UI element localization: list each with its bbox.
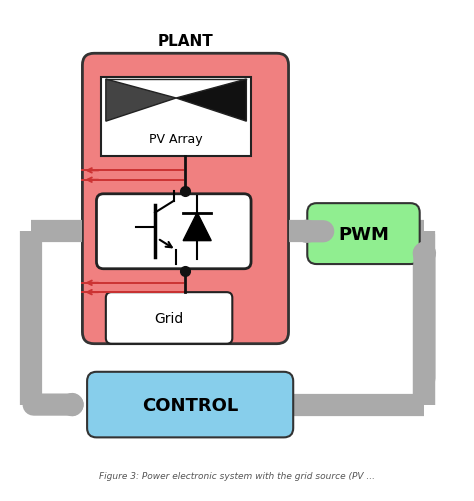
Text: Grid: Grid <box>155 311 184 325</box>
FancyBboxPatch shape <box>82 54 289 344</box>
Polygon shape <box>183 213 211 241</box>
Text: PLANT: PLANT <box>157 34 213 49</box>
FancyBboxPatch shape <box>106 293 232 344</box>
Text: PWM: PWM <box>338 225 389 243</box>
Text: PV Array: PV Array <box>149 132 203 145</box>
FancyBboxPatch shape <box>87 372 293 437</box>
Text: CONTROL: CONTROL <box>142 396 238 414</box>
Text: Figure 3: Power electronic system with the grid source (PV ...: Figure 3: Power electronic system with t… <box>99 470 375 479</box>
Polygon shape <box>176 80 246 122</box>
FancyBboxPatch shape <box>101 78 251 157</box>
Polygon shape <box>106 80 176 122</box>
Polygon shape <box>157 80 195 93</box>
FancyBboxPatch shape <box>307 204 419 265</box>
FancyBboxPatch shape <box>97 194 251 269</box>
